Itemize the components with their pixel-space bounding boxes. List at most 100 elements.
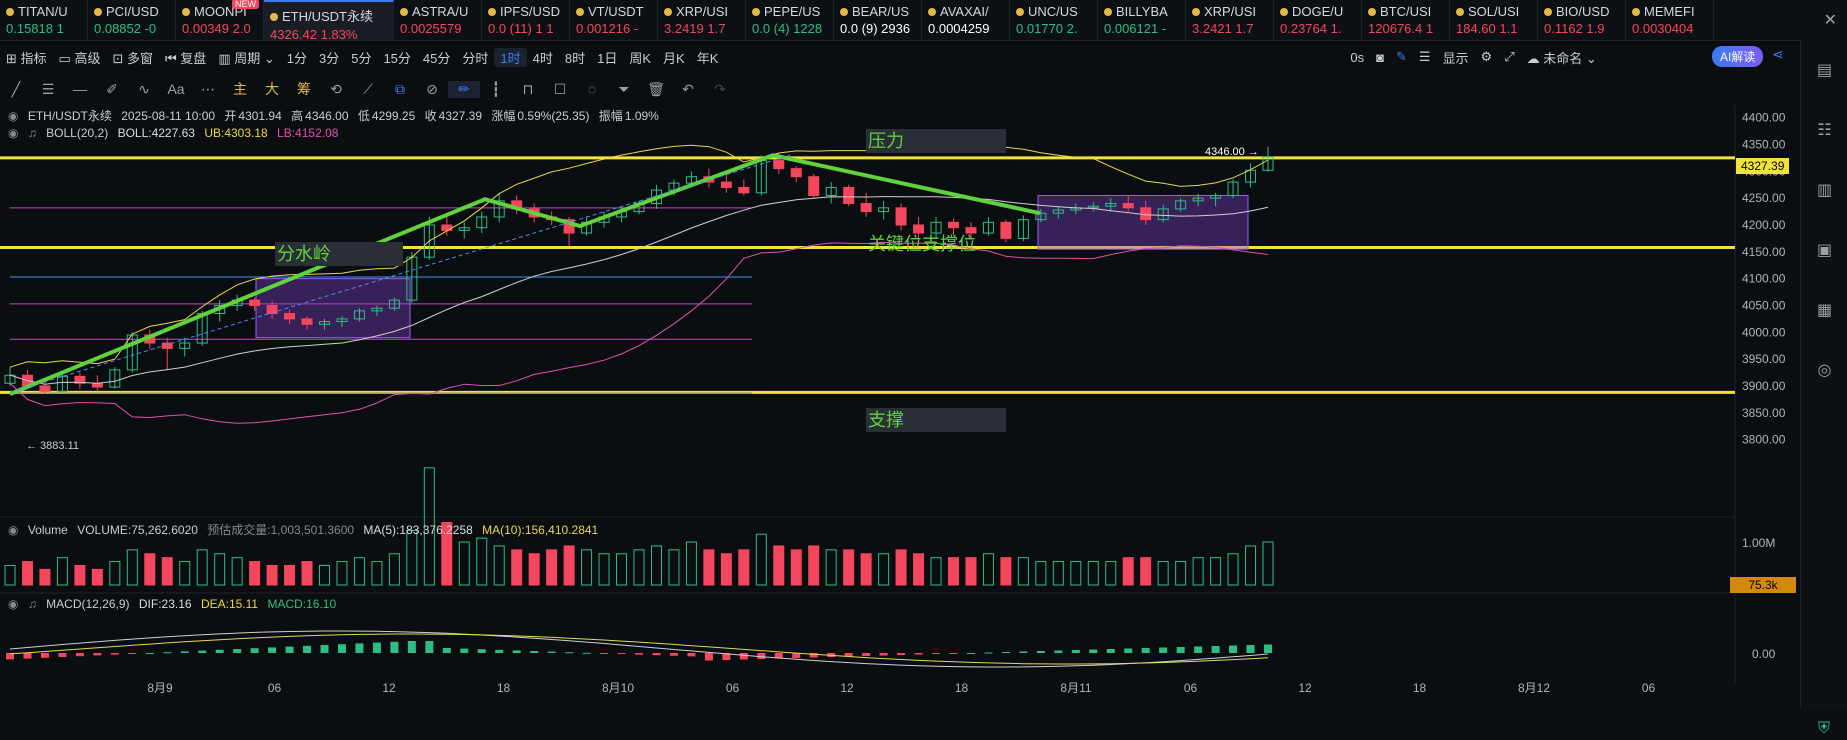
tab-0[interactable]: TITAN/U 0.15818 1 <box>0 0 88 40</box>
period-dropdown[interactable]: ▥ 周期 ⌄ <box>218 50 275 66</box>
wave-tool-icon[interactable]: ∿ <box>138 80 150 97</box>
measure-tool-icon[interactable]: ⟋ <box>363 80 373 97</box>
hline-tool-icon[interactable]: — <box>73 81 87 97</box>
interval-分时[interactable]: 分时 <box>462 50 489 66</box>
interval-月K[interactable]: 月K <box>663 50 685 66</box>
tab-7[interactable]: XRP/USI 3.2419 1.7 <box>658 0 746 40</box>
interval-15分[interactable]: 15分 <box>383 50 411 66</box>
interval-3分[interactable]: 3分 <box>318 50 340 66</box>
copy-tool-icon[interactable]: ⧉ <box>395 80 405 97</box>
fullscreen-icon[interactable]: ⤢ <box>1504 49 1515 64</box>
coin-icon <box>928 8 936 16</box>
chart-icon[interactable]: ▥ <box>1816 182 1833 199</box>
ai-analysis-button[interactable]: AI解读 <box>1712 46 1764 67</box>
share-icon[interactable]: ⋖ <box>1772 46 1784 62</box>
line-tool-icon[interactable]: ╱ <box>11 80 21 97</box>
more-tools-icon[interactable]: ⋯ <box>201 80 215 97</box>
tab-5[interactable]: IPFS/USD 0.0 (11) 1 1 <box>482 0 570 40</box>
chip-button[interactable]: 筹 <box>297 81 311 97</box>
eye-icon[interactable]: ◉ <box>8 597 19 611</box>
trash-icon[interactable]: 🗑 <box>647 80 665 97</box>
tab-1[interactable]: PCI/USD 0.08852 -0 <box>88 0 176 40</box>
tab-11[interactable]: UNC/US 0.01770 2. <box>1010 0 1098 40</box>
display-button[interactable]: 显示 <box>1442 50 1469 66</box>
filter-icon[interactable]: ⏷ <box>618 80 630 97</box>
candlestick-chart[interactable]: 4400.004350.004300.004250.004200.004150.… <box>0 105 1790 708</box>
eye-icon[interactable]: ◉ <box>8 523 19 537</box>
lock-tool-icon[interactable]: ⊓ <box>522 80 534 97</box>
multi-window-button[interactable]: ⊡ 多窗 <box>112 50 153 66</box>
macd-bar <box>145 653 154 654</box>
big-order-button[interactable]: 大 <box>265 81 279 97</box>
macd-bar <box>617 653 626 654</box>
replay-tool-icon[interactable]: ⟲ <box>330 80 342 97</box>
advanced-button[interactable]: ▭ 高级 <box>58 50 101 66</box>
list-icon[interactable]: ☷ <box>1817 122 1832 139</box>
tab-16[interactable]: SOL/USI 184.60 1.1 <box>1450 0 1538 40</box>
eye-icon[interactable]: ◉ <box>8 126 19 140</box>
indicators-button[interactable]: ⊞ 指标 <box>6 50 47 66</box>
candle-tool-icon[interactable]: ┇ <box>491 80 501 97</box>
edit-tool-icon[interactable]: ☐ <box>553 80 567 97</box>
pen-icon[interactable]: ✎ <box>1395 49 1407 64</box>
tab-18[interactable]: MEMEFI 0.0030404 <box>1626 0 1714 40</box>
compass-icon[interactable]: ◎ <box>1817 362 1832 379</box>
tab-6[interactable]: VT/USDT 0.001216 - <box>570 0 658 40</box>
coin-icon <box>270 13 278 21</box>
tab-15[interactable]: BTC/USI 120676.4 1 <box>1362 0 1450 40</box>
camera-icon[interactable]: ◙ <box>1376 49 1384 65</box>
tab-9[interactable]: BEAR/US 0.0 (9) 2936 <box>834 0 922 40</box>
tab-17[interactable]: BIO/USD 0.1162 1.9 <box>1538 0 1626 40</box>
volume-bar <box>406 529 418 586</box>
text-tool[interactable]: Aa <box>167 81 185 97</box>
tab-12[interactable]: BILLYBA 0.006121 - <box>1098 0 1186 40</box>
eye-icon[interactable]: ◉ <box>8 109 19 123</box>
tab-symbol: DOGE/U <box>1280 4 1355 19</box>
magnet-tool-icon[interactable]: ⊘ <box>426 80 438 97</box>
macd-bar <box>355 643 364 653</box>
macd-bar <box>966 653 975 654</box>
eye-tool-icon[interactable]: ◌ <box>587 81 597 97</box>
tab-4[interactable]: ASTRA/U 0.0025579 <box>394 0 482 40</box>
macd-bar <box>495 649 504 653</box>
interval-4时[interactable]: 4时 <box>532 50 553 66</box>
candle-body <box>948 221 959 229</box>
volume-bar <box>668 549 680 586</box>
tab-8[interactable]: PEPE/US 0.0 (4) 1228 <box>746 0 834 40</box>
interval-45分[interactable]: 45分 <box>422 50 451 66</box>
close-icon[interactable]: ✕ <box>1823 12 1837 29</box>
tab-13[interactable]: XRP/USI 3.2421 1.7 <box>1186 0 1274 40</box>
orderbook-icon[interactable]: ▤ <box>1816 62 1833 79</box>
interval-8时[interactable]: 8时 <box>564 50 586 66</box>
interval-周K[interactable]: 周K <box>629 50 652 66</box>
tab-14[interactable]: DOGE/U 0.23764 1. <box>1274 0 1362 40</box>
interval-1时[interactable]: 1时 <box>494 47 527 67</box>
redo-icon[interactable]: ↷ <box>714 80 726 97</box>
watershed-label[interactable]: 分水岭 <box>275 242 403 266</box>
support-label[interactable]: 支撑 <box>866 408 1006 432</box>
tab-2[interactable]: MOONPI 0.00349 2.0 NEW <box>176 0 264 40</box>
cloud-save-button[interactable]: ☁ 未命名 ⌄ <box>1526 50 1597 66</box>
monitor-icon[interactable]: ▣ <box>1816 242 1833 259</box>
interval-1日[interactable]: 1日 <box>597 50 618 66</box>
pressure-label[interactable]: 压力 <box>866 129 1006 153</box>
brush-tool-icon[interactable]: ✐ <box>106 80 118 97</box>
layout-icon[interactable]: ☰ <box>1418 49 1431 64</box>
interval-1分[interactable]: 1分 <box>286 50 307 66</box>
main-indicator-button[interactable]: 主 <box>233 81 247 97</box>
tab-10[interactable]: AVAXAI/0.0004259 <box>922 0 1010 40</box>
y-tick-label: 3900.00 <box>1742 379 1786 393</box>
shield-icon[interactable]: ⛨ <box>1817 720 1830 737</box>
key-support-label[interactable]: 关键位支撑位 <box>868 234 976 254</box>
settings-icon[interactable]: ⚙ <box>1480 49 1493 64</box>
candle-body <box>74 375 86 384</box>
undo-icon[interactable]: ↶ <box>682 80 694 97</box>
calendar-icon[interactable]: ▦ <box>1816 302 1833 319</box>
hlines-tool-icon[interactable]: ☰ <box>41 80 55 97</box>
replay-button[interactable]: ⏮ 复盘 <box>164 50 207 66</box>
candle-body <box>1245 169 1257 183</box>
interval-5分[interactable]: 5分 <box>351 50 372 66</box>
draw-tool-icon[interactable]: ✏ <box>448 80 480 98</box>
interval-年K[interactable]: 年K <box>696 50 719 66</box>
tab-3[interactable]: ETH/USDT永续 4326.42 1.83% <box>264 0 394 42</box>
